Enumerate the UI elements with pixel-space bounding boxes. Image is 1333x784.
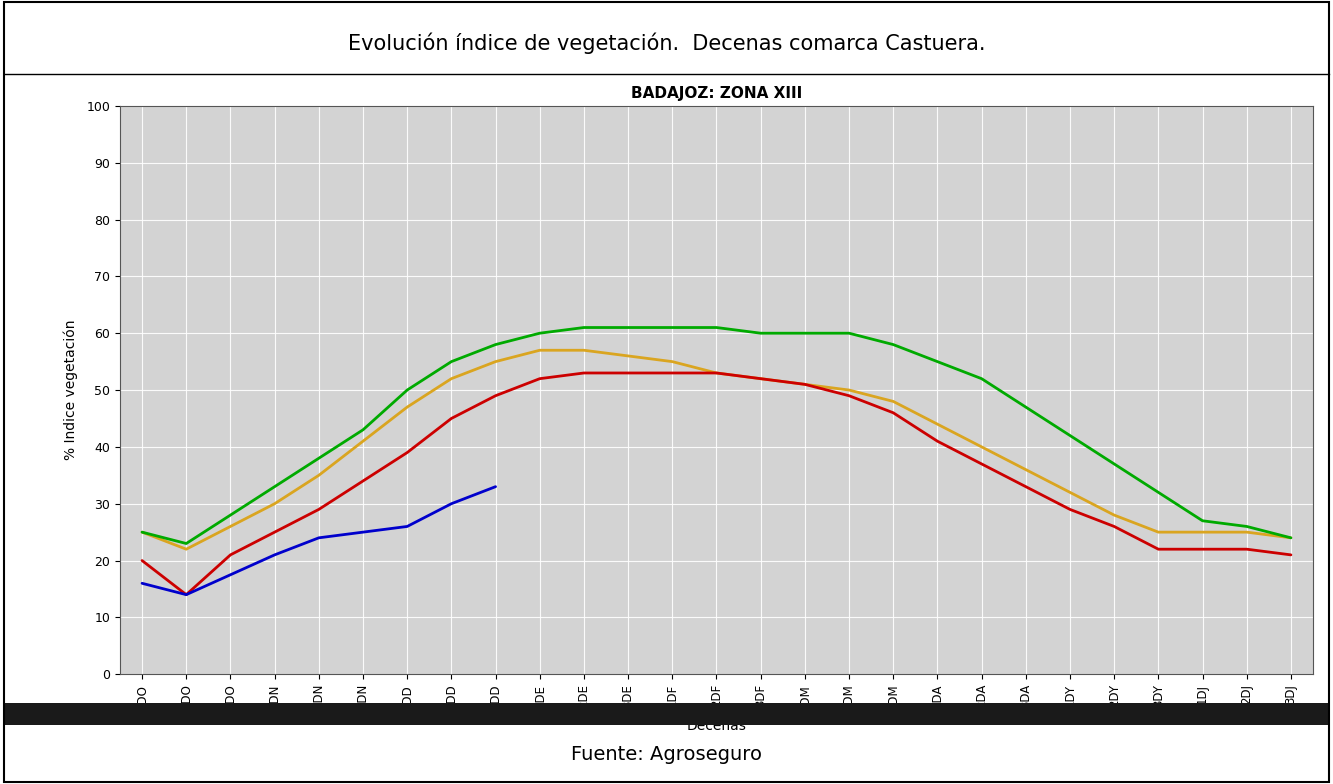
Y-axis label: % Indice vegetación: % Indice vegetación [64, 320, 79, 460]
Text: Fuente: Agroseguro: Fuente: Agroseguro [571, 745, 762, 764]
Title: BADAJOZ: ZONA XIII: BADAJOZ: ZONA XIII [631, 85, 802, 100]
Text: Evolución índice de vegetación.  Decenas comarca Castuera.: Evolución índice de vegetación. Decenas … [348, 32, 985, 54]
X-axis label: Decenas: Decenas [686, 719, 746, 733]
